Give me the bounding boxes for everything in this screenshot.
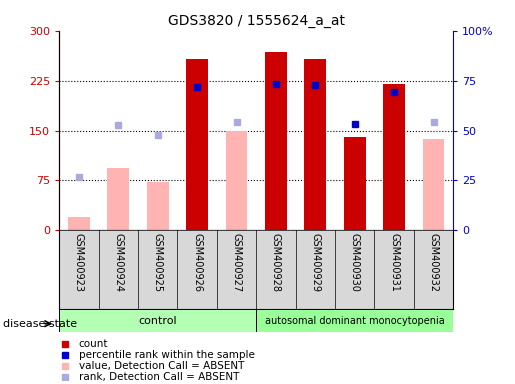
Bar bbox=[256, 309, 453, 332]
Bar bbox=[186, 59, 208, 230]
Bar bbox=[68, 217, 90, 230]
Bar bbox=[59, 309, 256, 332]
Bar bbox=[414, 230, 453, 309]
Bar bbox=[177, 230, 217, 309]
Bar bbox=[265, 52, 287, 230]
Bar bbox=[256, 230, 296, 309]
Text: GSM400932: GSM400932 bbox=[428, 233, 438, 292]
Bar bbox=[296, 230, 335, 309]
Text: value, Detection Call = ABSENT: value, Detection Call = ABSENT bbox=[78, 361, 244, 371]
Bar bbox=[374, 230, 414, 309]
Text: disease state: disease state bbox=[3, 319, 77, 329]
Title: GDS3820 / 1555624_a_at: GDS3820 / 1555624_a_at bbox=[168, 14, 345, 28]
Bar bbox=[217, 230, 256, 309]
Bar bbox=[138, 230, 177, 309]
Text: GSM400931: GSM400931 bbox=[389, 233, 399, 291]
Bar bbox=[99, 230, 138, 309]
Text: GSM400925: GSM400925 bbox=[153, 233, 163, 292]
Text: GSM400926: GSM400926 bbox=[192, 233, 202, 292]
Text: GSM400923: GSM400923 bbox=[74, 233, 84, 292]
Bar bbox=[59, 230, 99, 309]
Text: GSM400927: GSM400927 bbox=[232, 233, 242, 292]
Bar bbox=[335, 230, 374, 309]
Bar bbox=[147, 182, 168, 230]
Bar bbox=[423, 139, 444, 230]
Bar bbox=[304, 59, 326, 230]
Bar bbox=[344, 137, 366, 230]
Text: GSM400929: GSM400929 bbox=[311, 233, 320, 292]
Bar bbox=[383, 84, 405, 230]
Text: percentile rank within the sample: percentile rank within the sample bbox=[78, 350, 254, 360]
Text: GSM400924: GSM400924 bbox=[113, 233, 123, 292]
Bar bbox=[226, 131, 247, 230]
Text: autosomal dominant monocytopenia: autosomal dominant monocytopenia bbox=[265, 316, 444, 326]
Bar bbox=[108, 169, 129, 230]
Text: GSM400930: GSM400930 bbox=[350, 233, 359, 291]
Text: count: count bbox=[78, 339, 108, 349]
Text: GSM400928: GSM400928 bbox=[271, 233, 281, 292]
Text: rank, Detection Call = ABSENT: rank, Detection Call = ABSENT bbox=[78, 372, 239, 382]
Text: control: control bbox=[139, 316, 177, 326]
